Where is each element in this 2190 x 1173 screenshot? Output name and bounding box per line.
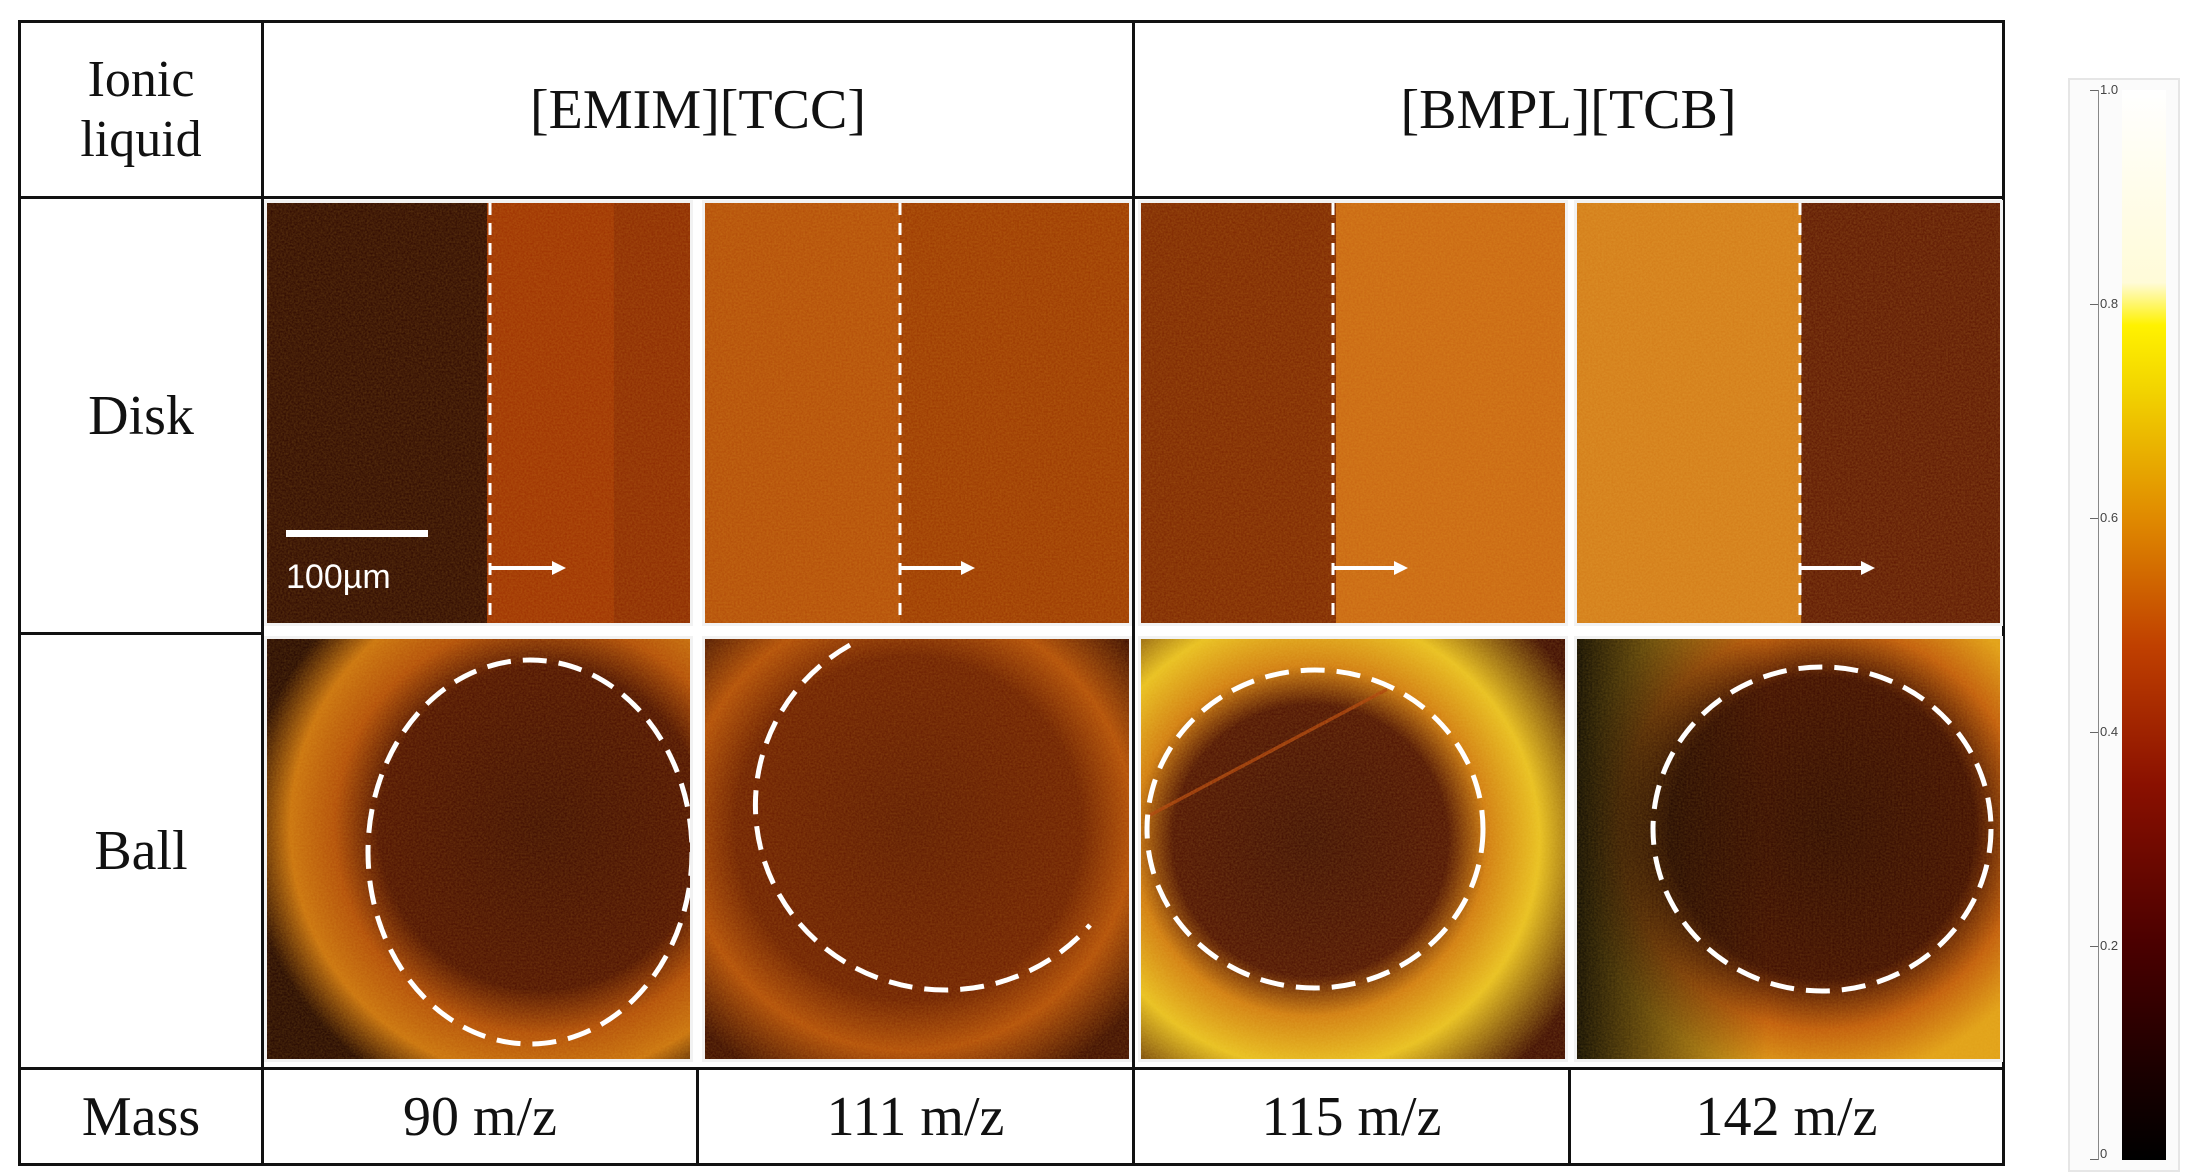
header-ionic-liquid: Ionic liquid	[80, 50, 202, 168]
scale-bar-label: 100µm	[286, 558, 391, 596]
col-divider-1	[261, 23, 264, 1163]
col-divider-2	[696, 1067, 699, 1163]
colorbar: 1.0 0.8 0.6 0.4 0.2 0	[2068, 78, 2180, 1172]
mass-value-2: 111 m/z	[826, 1085, 1005, 1148]
colorbar-tick-label: 0.2	[2100, 938, 2119, 953]
disk-image-90mz	[264, 200, 693, 626]
colorbar-tick	[2090, 946, 2098, 947]
colorbar-tick-label: 0.4	[2100, 724, 2119, 739]
mass-label: Mass	[81, 1085, 201, 1148]
mass-value-1: 90 m/z	[403, 1085, 557, 1148]
row-label-disk: Disk	[88, 384, 194, 447]
colorbar-tick	[2090, 90, 2098, 91]
colorbar-tick-label: 0	[2100, 1146, 2108, 1161]
colorbar-tick-label: 0.8	[2100, 296, 2119, 311]
mass-value-3: 115 m/z	[1261, 1085, 1442, 1148]
row-divider-3	[21, 1067, 2002, 1070]
disk-image-111mz	[702, 200, 1132, 626]
figure-table: Ionic liquid [EMIM][TCC] [BMPL][TCB] Dis…	[18, 20, 2005, 1166]
header-bmpl-tcb: [BMPL][TCB]	[1400, 78, 1737, 141]
col-divider-4	[1568, 1067, 1571, 1163]
row-label-ball: Ball	[94, 820, 188, 882]
col-divider-mid	[1132, 23, 1135, 1163]
colorbar-tick	[2090, 304, 2098, 305]
ball-image-111mz	[702, 636, 1132, 1062]
ball-image-90mz	[264, 636, 693, 1062]
row-divider-1	[21, 196, 2002, 199]
row-divider-2	[21, 632, 264, 635]
colorbar-tick	[2090, 1159, 2098, 1160]
colorbar-gradient	[2122, 90, 2166, 1160]
ball-image-142mz	[1574, 636, 2003, 1062]
ball-image-115mz	[1138, 636, 1568, 1062]
colorbar-tick-label: 0.6	[2100, 510, 2119, 525]
disk-image-142mz	[1574, 200, 2003, 626]
colorbar-tick	[2090, 732, 2098, 733]
colorbar-axis	[2098, 90, 2099, 1160]
disk-image-115mz	[1138, 200, 1568, 626]
colorbar-tick	[2090, 518, 2098, 519]
header-emim-tcc: [EMIM][TCC]	[530, 78, 866, 141]
mass-value-4: 142 m/z	[1695, 1085, 1878, 1148]
colorbar-tick-label: 1.0	[2100, 82, 2119, 97]
